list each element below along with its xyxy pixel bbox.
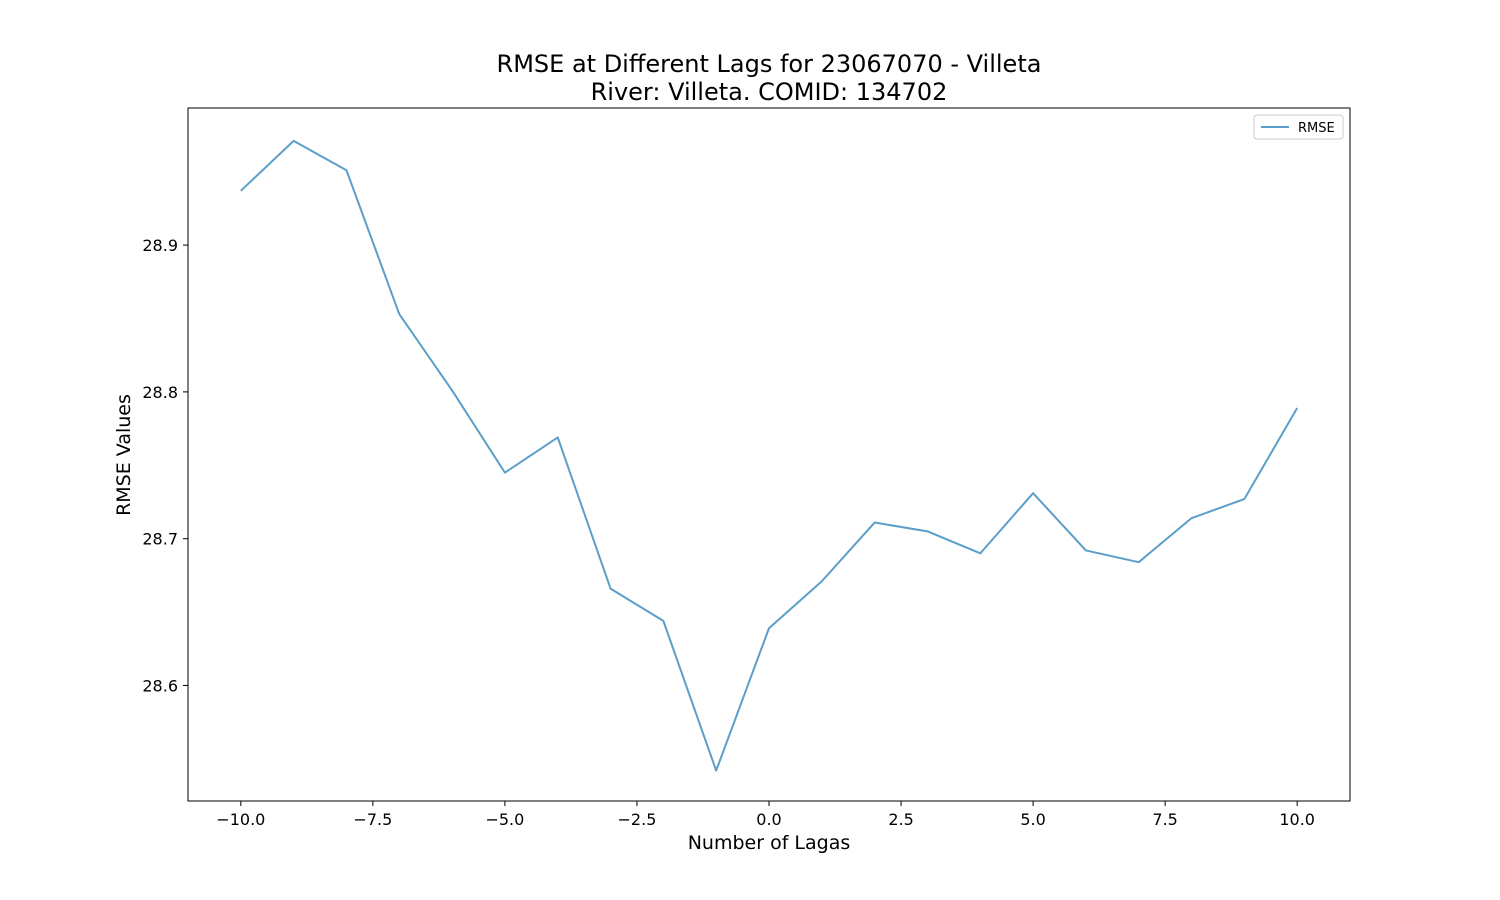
y-tick-label: 28.7 [142,530,178,549]
legend-label-rmse: RMSE [1298,121,1335,136]
x-tick-label: 2.5 [888,810,913,829]
y-tick-label: 28.6 [142,676,178,695]
x-tick-label: −7.5 [353,810,392,829]
chart-subtitle: River: Villeta. COMID: 134702 [591,78,948,106]
x-tick-label: −10.0 [216,810,265,829]
x-tick-label: 5.0 [1020,810,1045,829]
legend: RMSE [1254,115,1343,139]
y-axis-label: RMSE Values [113,394,135,516]
y-tick-label: 28.8 [142,383,178,402]
x-tick-label: −2.5 [618,810,657,829]
y-tick-label: 28.9 [142,236,178,255]
x-tick-label: −5.0 [485,810,524,829]
chart-title: RMSE at Different Lags for 23067070 - Vi… [497,50,1042,78]
x-tick-label: 7.5 [1152,810,1177,829]
x-tick-label: 0.0 [756,810,781,829]
x-tick-label: 10.0 [1279,810,1315,829]
x-axis-label: Number of Lagas [688,832,851,854]
